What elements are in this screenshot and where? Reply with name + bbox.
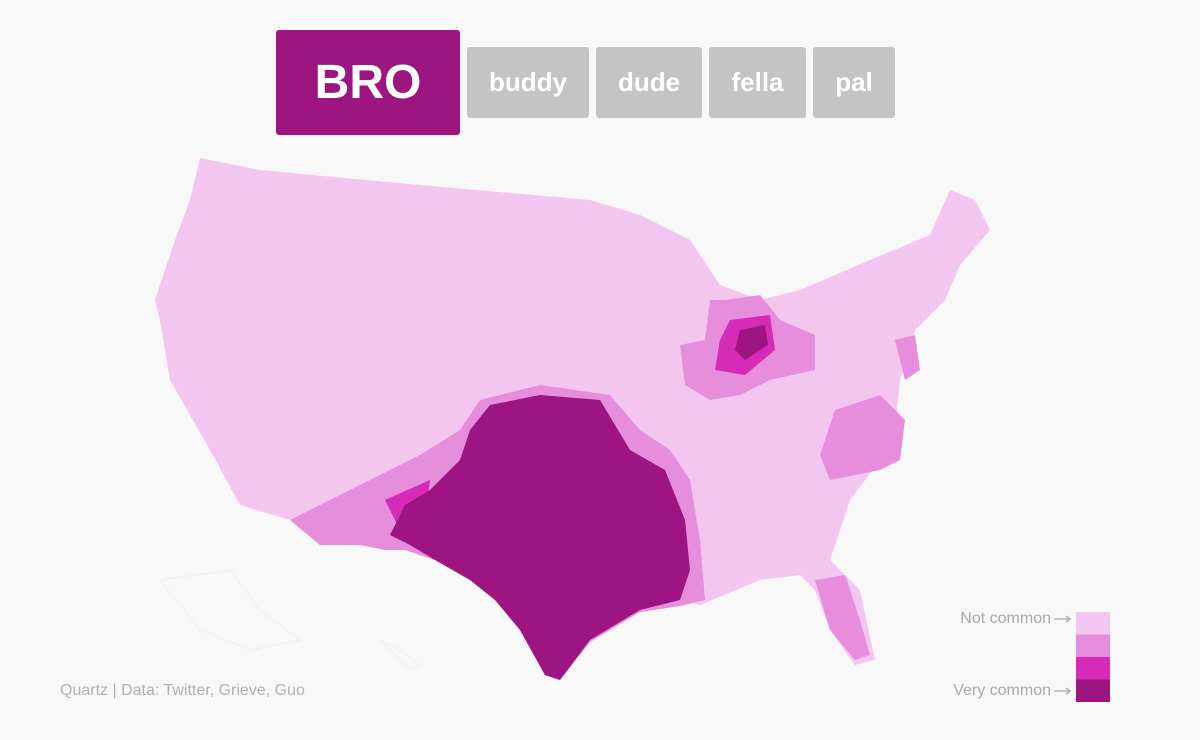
legend-arrow (1054, 615, 1072, 623)
word-tab[interactable]: buddy (467, 47, 589, 118)
word-tab[interactable]: pal (813, 47, 895, 118)
legend-swatch (1076, 634, 1110, 657)
legend-label: Very common (953, 682, 1051, 699)
legend-swatch (1076, 612, 1110, 635)
us-region-mid (815, 575, 870, 660)
us-region-mid (895, 335, 920, 380)
legend-swatch (1076, 657, 1110, 680)
word-tab[interactable]: dude (596, 47, 702, 118)
legend: Not common Very common (953, 610, 1110, 702)
us-region-very-high (390, 395, 690, 680)
legend-label: Not common (960, 610, 1051, 627)
legend-swatch (1076, 679, 1110, 702)
source: Quartz | Data: Twitter, Grieve, Guo (60, 682, 305, 699)
word-tab[interactable]: BRO (276, 30, 460, 135)
legend-arrow (1054, 687, 1072, 695)
us-region-very-high (735, 325, 768, 360)
word-tab[interactable]: fella (709, 47, 806, 118)
us-region-mid (820, 395, 905, 480)
inset-outlines (159, 569, 421, 671)
